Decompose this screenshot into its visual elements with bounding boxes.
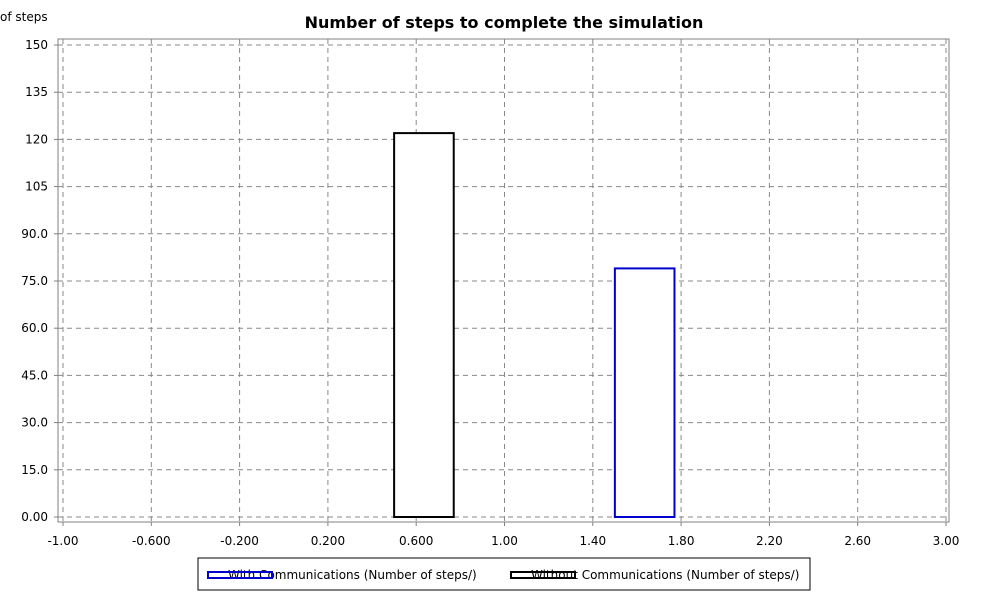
x-tick-label: -0.600 bbox=[132, 534, 171, 548]
legend-box bbox=[197, 557, 811, 591]
legend-swatch bbox=[510, 571, 576, 579]
x-tick-label: 2.60 bbox=[844, 534, 871, 548]
grid-lines bbox=[58, 39, 949, 522]
x-tick-label: 3.00 bbox=[933, 534, 960, 548]
y-tick-label: 45.0 bbox=[21, 368, 48, 382]
x-tick-label: 1.00 bbox=[491, 534, 518, 548]
axes: -1.00 -0.600 -0.200 0.200 0.600 1.00 1.40 1.80 2… bbox=[21, 38, 959, 548]
legend-label: Without Communications (Number of steps/… bbox=[531, 568, 799, 582]
x-tick-label: -1.00 bbox=[47, 534, 78, 548]
x-tick-label: -0.200 bbox=[220, 534, 259, 548]
y-axis-label: of steps bbox=[0, 10, 48, 24]
y-tick-label: 15.0 bbox=[21, 463, 48, 477]
y-tick-label: 30.0 bbox=[21, 416, 48, 430]
y-tick-label: 105 bbox=[25, 180, 48, 194]
y-tick-label: 60.0 bbox=[21, 321, 48, 335]
x-tick-label: 2.20 bbox=[756, 534, 783, 548]
chart-title: Number of steps to complete the simulati… bbox=[305, 13, 704, 32]
y-tick-label: 120 bbox=[25, 132, 48, 146]
bar-with-communications bbox=[613, 267, 676, 518]
y-tick-label: 150 bbox=[25, 38, 48, 52]
bars bbox=[393, 132, 676, 519]
x-tick-label: 0.200 bbox=[311, 534, 345, 548]
y-tick-label: 90.0 bbox=[21, 227, 48, 241]
x-tick-label: 1.40 bbox=[579, 534, 606, 548]
x-tick-label: 0.600 bbox=[399, 534, 433, 548]
legend-label: With Communications (Number of steps/) bbox=[228, 568, 477, 582]
y-tick-label: 75.0 bbox=[21, 274, 48, 288]
bar-without-communications bbox=[393, 132, 455, 519]
x-tick-label: 1.80 bbox=[668, 534, 695, 548]
y-tick-label: 0.00 bbox=[21, 510, 48, 524]
legend: With Communications (Number of steps/) Wi… bbox=[197, 557, 811, 591]
legend-swatch bbox=[207, 571, 273, 579]
y-tick-label: 135 bbox=[25, 85, 48, 99]
